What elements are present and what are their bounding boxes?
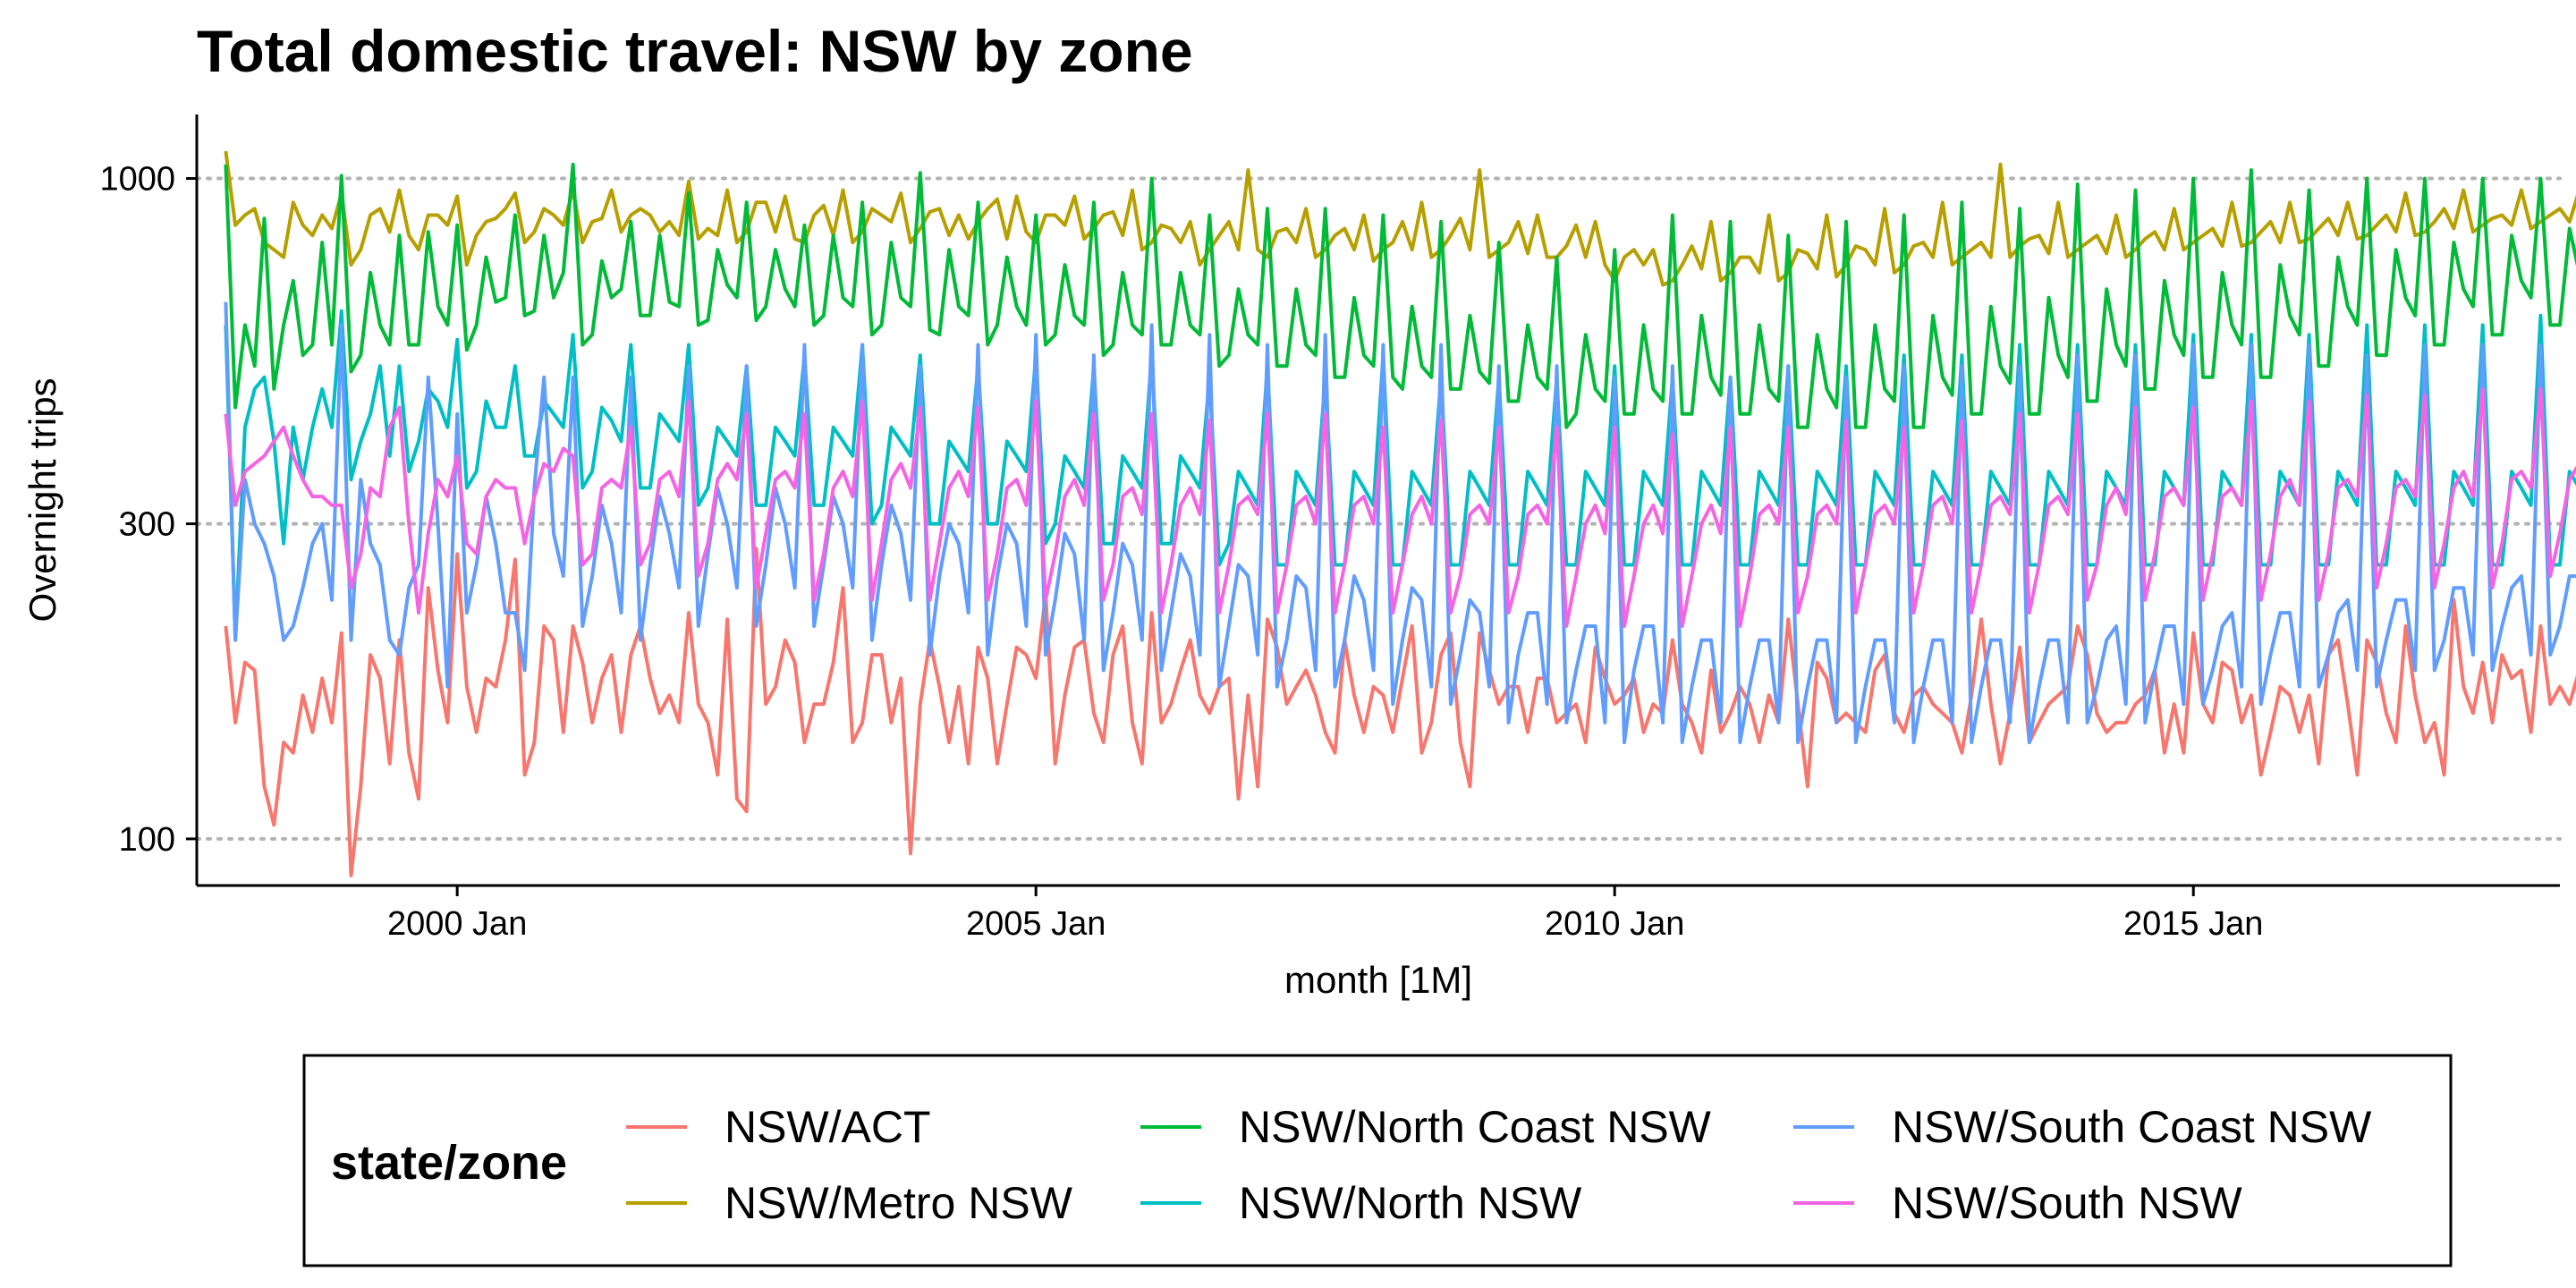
series-line-5 <box>224 386 2576 628</box>
legend-label-1: NSW/Metro NSW <box>724 1178 1073 1228</box>
x-tick-label-2010-01: 2010 Jan <box>1545 905 1684 943</box>
series-line-4 <box>224 301 2576 744</box>
x-tick-label-2015-01: 2015 Jan <box>2123 905 2263 943</box>
series-line-2 <box>224 162 2576 429</box>
legend: state/zone NSW/ACT NSW/Metro NSW NSW/North… <box>302 1054 2453 1267</box>
y-tick-label-100: 100 <box>119 821 175 859</box>
legend-label-0: NSW/ACT <box>724 1102 931 1152</box>
x-axis-ticks: 2000 Jan 2005 Jan 2010 Jan 2015 Jan <box>387 886 2263 943</box>
legend-label-4: NSW/South Coast NSW <box>1892 1102 2372 1152</box>
y-axis-ticks: 100 300 1000 <box>99 161 197 859</box>
legend-frame <box>302 1054 2453 1267</box>
chart-title: Total domestic travel: NSW by zone <box>197 18 1193 84</box>
x-tick-label-2005-01: 2005 Jan <box>966 905 1106 943</box>
legend-label-2: NSW/North Coast NSW <box>1239 1102 1712 1152</box>
x-axis-title: month [1M] <box>1284 959 1472 1001</box>
x-tick-label-2000-01: 2000 Jan <box>387 905 527 943</box>
y-axis-title: Overnight trips <box>21 377 64 622</box>
series-line-3 <box>224 309 2576 642</box>
series-layer <box>224 150 2576 877</box>
y-tick-label-300: 300 <box>119 506 175 544</box>
legend-items: NSW/ACT NSW/Metro NSW NSW/North Coast NSW N… <box>626 1102 2372 1228</box>
series-line-0 <box>224 547 2576 877</box>
legend-label-3: NSW/North NSW <box>1239 1178 1582 1228</box>
series-line-1 <box>224 150 2576 287</box>
legend-title: state/zone <box>331 1136 567 1190</box>
legend-label-5: NSW/South NSW <box>1892 1178 2243 1228</box>
y-tick-label-1000: 1000 <box>99 161 175 199</box>
